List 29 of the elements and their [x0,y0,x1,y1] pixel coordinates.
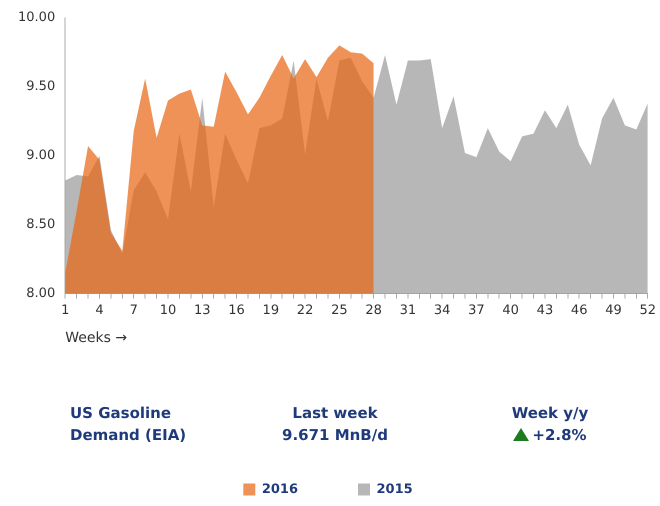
x-tick-label: 19 [262,302,280,318]
x-tick-label: 25 [331,302,348,318]
x-axis-title: Weeks → [65,330,128,346]
x-tick-label: 28 [365,302,382,318]
y-tick-label: 10.00 [18,10,56,26]
y-tick-label: 8.50 [26,217,56,232]
x-tick-label: 4 [95,302,104,318]
x-tick-label: 40 [502,302,519,318]
x-tick-label: 43 [536,302,554,318]
x-tick-label: 52 [639,302,656,318]
text: Last week 9.671 MnB/d [282,404,388,444]
y-tick-label: 8.00 [26,286,56,301]
x-tick-label: 46 [570,302,588,318]
y-tick-label: 9.00 [26,148,56,164]
x-tick-label: 13 [194,302,211,318]
text: US Gasoline Demand (EIA) [70,404,186,444]
y-tick-label: 9.50 [26,79,56,94]
x-tick-label: 37 [468,302,485,318]
legend-label: 2015 [376,482,413,497]
x-tick-label: 7 [130,302,138,318]
x-tick-label: 31 [400,302,416,318]
x-tick-label: 34 [434,302,450,318]
x-tick-label: 16 [228,302,245,318]
x-tick-label: 49 [605,302,622,318]
x-tick-label: 1 [61,302,70,318]
legend-label: 2016 [262,482,298,497]
x-tick-label: 22 [296,302,314,318]
x-tick-label: 10 [160,302,176,318]
text: Week y/y +2.8% [512,404,588,444]
